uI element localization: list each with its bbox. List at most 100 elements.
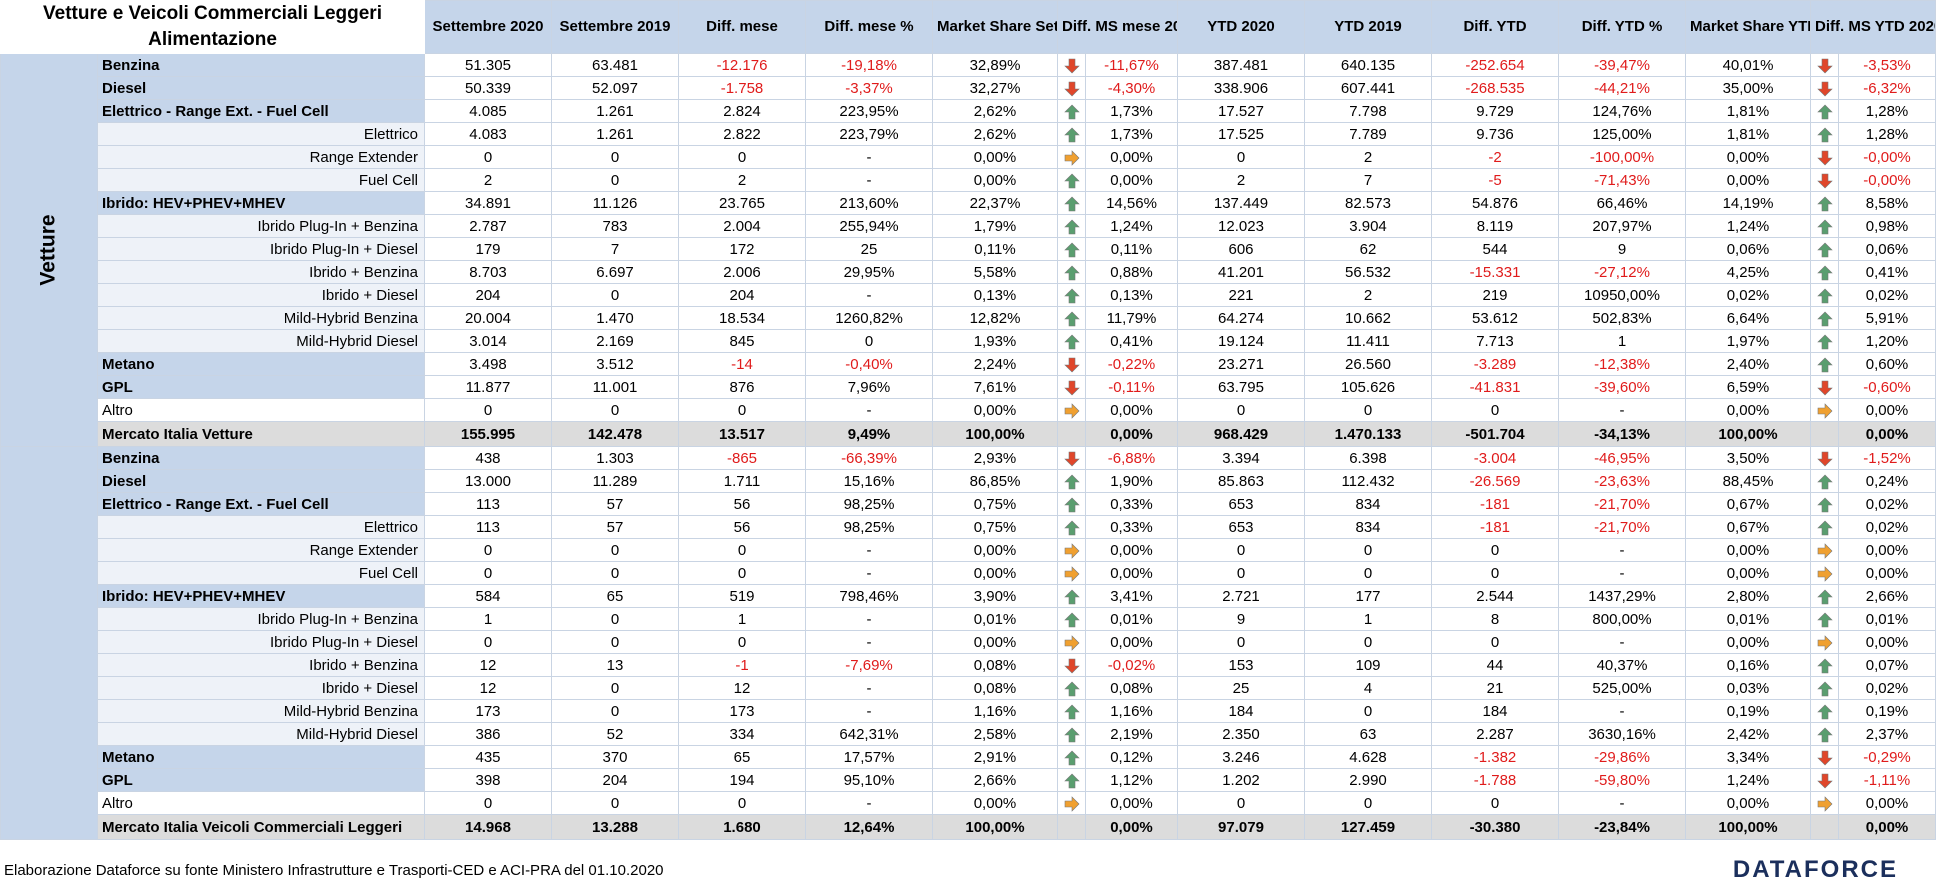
value-cell: 3.512 bbox=[551, 352, 679, 376]
value-cell: -19,18% bbox=[805, 53, 933, 77]
table-row: Altro 0 0 0-0,00% 0,00% 0 0 0-0,00% 0,00% bbox=[1, 791, 1936, 815]
up-arrow-icon bbox=[1057, 607, 1086, 631]
value-cell: - bbox=[805, 168, 933, 192]
value-cell: 17.525 bbox=[1177, 122, 1305, 146]
value-cell: 53.612 bbox=[1431, 306, 1559, 330]
up-arrow-icon bbox=[1057, 237, 1086, 261]
table-row: Ibrido + Diesel 12 0 12-0,08% 0,08% 25 4 21 525,… bbox=[1, 676, 1936, 700]
value-cell: 194 bbox=[678, 768, 806, 792]
down-arrow-icon bbox=[1057, 446, 1086, 470]
up-arrow-icon bbox=[1057, 191, 1086, 215]
value-cell: 2,58% bbox=[932, 722, 1058, 746]
header-cell: Diff. mese % bbox=[805, 0, 933, 54]
value-cell: 1 bbox=[1304, 607, 1432, 631]
value-cell: 18.534 bbox=[678, 306, 806, 330]
value-cell: 7 bbox=[1304, 168, 1432, 192]
header-cell: Settembre 2019 bbox=[551, 0, 679, 54]
value-cell: 0,02% bbox=[1837, 492, 1936, 516]
value-cell: 2,24% bbox=[932, 352, 1058, 376]
value-cell: 0,00% bbox=[932, 145, 1058, 169]
empty-arrow-cell bbox=[1057, 814, 1086, 840]
value-cell: 0 bbox=[424, 561, 552, 585]
value-cell: -15.331 bbox=[1431, 260, 1559, 284]
value-cell: - bbox=[1558, 561, 1686, 585]
value-cell: - bbox=[805, 538, 933, 562]
value-cell: -0,00% bbox=[1837, 145, 1936, 169]
up-arrow-icon bbox=[1810, 329, 1839, 353]
value-cell: 1.303 bbox=[551, 446, 679, 470]
value-cell: 2 bbox=[424, 168, 552, 192]
value-cell: 0,16% bbox=[1685, 653, 1811, 677]
value-cell: 50.339 bbox=[424, 76, 552, 100]
value-cell: 398 bbox=[424, 768, 552, 792]
table-row: Metano 3.498 3.512 -14 -0,40% 2,24% -0,22% 23.2… bbox=[1, 352, 1936, 376]
value-cell: 0 bbox=[1431, 791, 1559, 815]
value-cell: 0 bbox=[551, 168, 679, 192]
value-cell: 173 bbox=[678, 699, 806, 723]
value-cell: 0,00% bbox=[1685, 168, 1811, 192]
value-cell: -41.831 bbox=[1431, 375, 1559, 399]
value-cell: 13.517 bbox=[678, 421, 806, 447]
value-cell: -5 bbox=[1431, 168, 1559, 192]
group-label: Vetture bbox=[36, 214, 60, 286]
value-cell: 1437,29% bbox=[1558, 584, 1686, 608]
value-cell: 0 bbox=[551, 676, 679, 700]
value-cell: 0,00% bbox=[1085, 814, 1178, 840]
value-cell: 0 bbox=[424, 398, 552, 422]
value-cell: 0 bbox=[1304, 630, 1432, 654]
side-arrow-icon bbox=[1057, 538, 1086, 562]
side-arrow-icon bbox=[1810, 630, 1839, 654]
table-row: Mild-Hybrid Benzina 173 0 173-1,16% 1,16% 184… bbox=[1, 699, 1936, 723]
value-cell: -21,70% bbox=[1558, 492, 1686, 516]
value-cell: 100,00% bbox=[1685, 421, 1811, 447]
value-cell: 845 bbox=[678, 329, 806, 353]
value-cell: 255,94% bbox=[805, 214, 933, 238]
value-cell: 2.350 bbox=[1177, 722, 1305, 746]
value-cell: 0,00% bbox=[1837, 814, 1936, 840]
value-cell: 0 bbox=[1304, 699, 1432, 723]
row-label: Altro bbox=[97, 398, 425, 422]
value-cell: - bbox=[805, 145, 933, 169]
value-cell: 7 bbox=[551, 237, 679, 261]
row-label: Diesel bbox=[97, 76, 425, 100]
value-cell: 6.697 bbox=[551, 260, 679, 284]
value-cell: 20.004 bbox=[424, 306, 552, 330]
value-cell: 9 bbox=[1558, 237, 1686, 261]
down-arrow-icon bbox=[1057, 375, 1086, 399]
row-label: Range Extender bbox=[97, 145, 425, 169]
value-cell: 10950,00% bbox=[1558, 283, 1686, 307]
value-cell: 0,00% bbox=[1837, 538, 1936, 562]
value-cell: - bbox=[1558, 699, 1686, 723]
value-cell: 112.432 bbox=[1304, 469, 1432, 493]
up-arrow-icon bbox=[1810, 260, 1839, 284]
value-cell: 2,62% bbox=[932, 99, 1058, 123]
value-cell: 0,60% bbox=[1837, 352, 1936, 376]
value-cell: 34.891 bbox=[424, 191, 552, 215]
value-cell: -1,11% bbox=[1837, 768, 1936, 792]
value-cell: 876 bbox=[678, 375, 806, 399]
value-cell: 204 bbox=[678, 283, 806, 307]
value-cell: 3,34% bbox=[1685, 745, 1811, 769]
value-cell: 1,73% bbox=[1085, 99, 1178, 123]
value-cell: 105.626 bbox=[1304, 375, 1432, 399]
value-cell: 2,91% bbox=[932, 745, 1058, 769]
value-cell: 0 bbox=[1177, 145, 1305, 169]
value-cell: -501.704 bbox=[1431, 421, 1559, 447]
value-cell: -3.004 bbox=[1431, 446, 1559, 470]
value-cell: 0 bbox=[1177, 630, 1305, 654]
table-row: Veicoli Commerciali LeggeriBenzina4381.3… bbox=[0, 446, 1936, 840]
header-cell: Diff. YTD % bbox=[1558, 0, 1686, 54]
row-label: Mild-Hybrid Benzina bbox=[97, 306, 425, 330]
value-cell: -252.654 bbox=[1431, 53, 1559, 77]
value-cell: 1,20% bbox=[1837, 329, 1936, 353]
value-cell: 25 bbox=[1177, 676, 1305, 700]
up-arrow-icon bbox=[1810, 306, 1839, 330]
value-cell: 26.560 bbox=[1304, 352, 1432, 376]
value-cell: 2 bbox=[1304, 145, 1432, 169]
dataforce-logo: DATAFORCE bbox=[1732, 856, 1898, 883]
row-label: Metano bbox=[97, 352, 425, 376]
value-cell: 0,13% bbox=[932, 283, 1058, 307]
value-cell: 113 bbox=[424, 515, 552, 539]
down-arrow-icon bbox=[1057, 653, 1086, 677]
value-cell: 7.713 bbox=[1431, 329, 1559, 353]
